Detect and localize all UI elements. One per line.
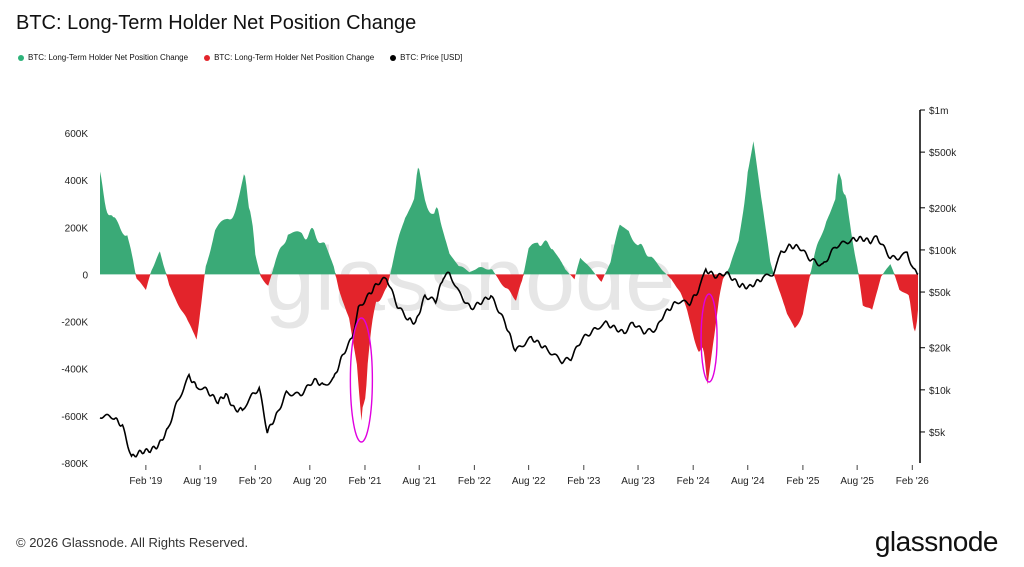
y-right-tick-label: $5k	[929, 428, 946, 439]
x-tick-label: Feb '19	[129, 476, 162, 487]
watermark: glassnode	[265, 230, 675, 330]
legend-item-price[interactable]: BTC: Price [USD]	[390, 53, 462, 62]
y-left-tick-label: 600K	[65, 129, 89, 140]
legend-label: BTC: Long-Term Holder Net Position Chang…	[28, 53, 189, 62]
x-tick-label: Feb '21	[348, 476, 381, 487]
y-right-tick-label: $500k	[929, 148, 957, 159]
y-right-tick-label: $1m	[929, 106, 948, 117]
x-tick-label: Aug '22	[512, 476, 546, 487]
x-tick-label: Feb '22	[458, 476, 491, 487]
y-right-tick-label: $100k	[929, 246, 957, 257]
area-positive-series	[100, 141, 918, 275]
annotation-ellipse	[700, 293, 718, 383]
x-tick-label: Aug '20	[293, 476, 327, 487]
x-tick-label: Feb '20	[239, 476, 272, 487]
x-tick-label: Feb '24	[677, 476, 710, 487]
price-series	[99, 235, 919, 458]
y-right-tick-label: $10k	[929, 386, 952, 397]
x-tick-label: Feb '23	[567, 476, 600, 487]
x-tick-label: Aug '21	[402, 476, 436, 487]
y-axis-left: 600K 400K 200K 0 -200K -400K -600K -800K	[61, 129, 88, 470]
area-positive	[100, 141, 918, 275]
x-tick-label: Feb '26	[896, 476, 929, 487]
x-axis: Feb '19 Aug '19 Feb '20 Aug '20 Feb '21 Aug '…	[129, 465, 929, 487]
y-left-tick-label: 400K	[65, 176, 89, 187]
legend-dot-icon	[18, 54, 24, 61]
y-left-tick-label: 200K	[65, 223, 89, 234]
y-right-tick-label: $200k	[929, 204, 957, 215]
area-negative-series	[100, 274, 918, 421]
y-axis-right: $1m $500k $200k $100k $50k $20k $10k $5k	[919, 106, 957, 463]
x-tick-label: Aug '23	[621, 476, 655, 487]
y-left-tick-label: -800K	[61, 459, 88, 470]
copyright-text: © 2026 Glassnode. All Rights Reserved.	[16, 535, 249, 550]
y-left-tick-label: 0	[82, 270, 88, 281]
brand-logo: glassnode	[874, 526, 999, 557]
x-tick-label: Aug '24	[731, 476, 765, 487]
area-negative	[100, 274, 918, 421]
legend: BTC: Long-Term Holder Net Position Chang…	[18, 53, 462, 62]
y-left-tick-label: -400K	[61, 365, 88, 376]
legend-item-positive[interactable]: BTC: Long-Term Holder Net Position Chang…	[18, 53, 188, 62]
y-left-tick-label: -200K	[61, 318, 88, 329]
x-tick-label: Aug '25	[840, 476, 874, 487]
legend-dot-icon	[204, 54, 211, 61]
chart-title: BTC: Long-Term Holder Net Position Chang…	[16, 12, 417, 34]
annotation-ellipse	[349, 317, 374, 443]
legend-dot-icon	[390, 54, 397, 61]
x-tick-label: Aug '19	[183, 476, 217, 487]
legend-label: BTC: Price [USD]	[400, 53, 463, 62]
annotations	[349, 293, 718, 443]
price-line	[99, 235, 919, 458]
legend-item-negative[interactable]: BTC: Long-Term Holder Net Position Chang…	[204, 53, 374, 62]
x-tick-label: Feb '25	[786, 476, 819, 487]
legend-label: BTC: Long-Term Holder Net Position Chang…	[214, 53, 375, 62]
y-right-tick-label: $50k	[929, 288, 952, 299]
y-right-tick-label: $20k	[929, 344, 952, 355]
y-left-tick-label: -600K	[61, 412, 88, 423]
chart-canvas: glassnode 600K 400K 200K 0 -200K -400K -600K -8…	[61, 106, 957, 487]
